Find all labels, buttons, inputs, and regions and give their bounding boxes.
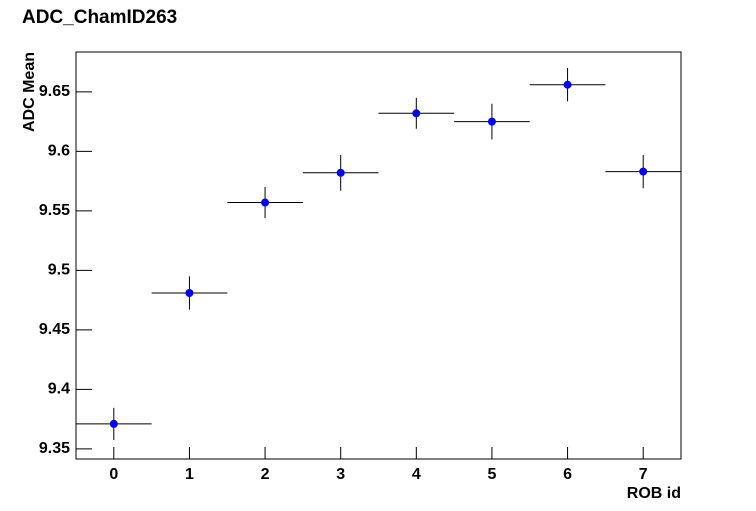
data-point — [336, 168, 345, 177]
x-tick-label: 3 — [336, 466, 345, 483]
y-tick-label: 9.65 — [39, 83, 70, 100]
y-tick-label: 9.45 — [39, 321, 70, 338]
data-point — [412, 109, 421, 118]
data-point — [185, 288, 194, 297]
plot-frame — [75, 51, 682, 460]
y-tick-label: 9.5 — [48, 262, 70, 279]
x-tick-label: 2 — [261, 466, 270, 483]
data-point — [487, 117, 496, 126]
x-tick-label: 1 — [185, 466, 194, 483]
y-axis-label: ADC Mean — [21, 52, 38, 132]
data-point — [563, 80, 572, 89]
data-point — [261, 198, 270, 207]
data-point — [639, 167, 648, 176]
y-tick-label: 9.35 — [39, 440, 70, 457]
x-tick-label: 4 — [412, 466, 421, 483]
x-tick-label: 0 — [109, 466, 118, 483]
y-tick-label: 9.4 — [48, 381, 70, 398]
y-tick-label: 9.6 — [48, 143, 70, 160]
y-tick-label: 9.55 — [39, 202, 70, 219]
chart-title: ADC_ChamID263 — [22, 7, 177, 28]
x-tick-label: 5 — [487, 466, 496, 483]
x-tick-label: 6 — [563, 466, 572, 483]
x-axis-label: ROB id — [627, 485, 681, 502]
data-point — [109, 419, 118, 428]
x-tick-label: 7 — [639, 466, 648, 483]
